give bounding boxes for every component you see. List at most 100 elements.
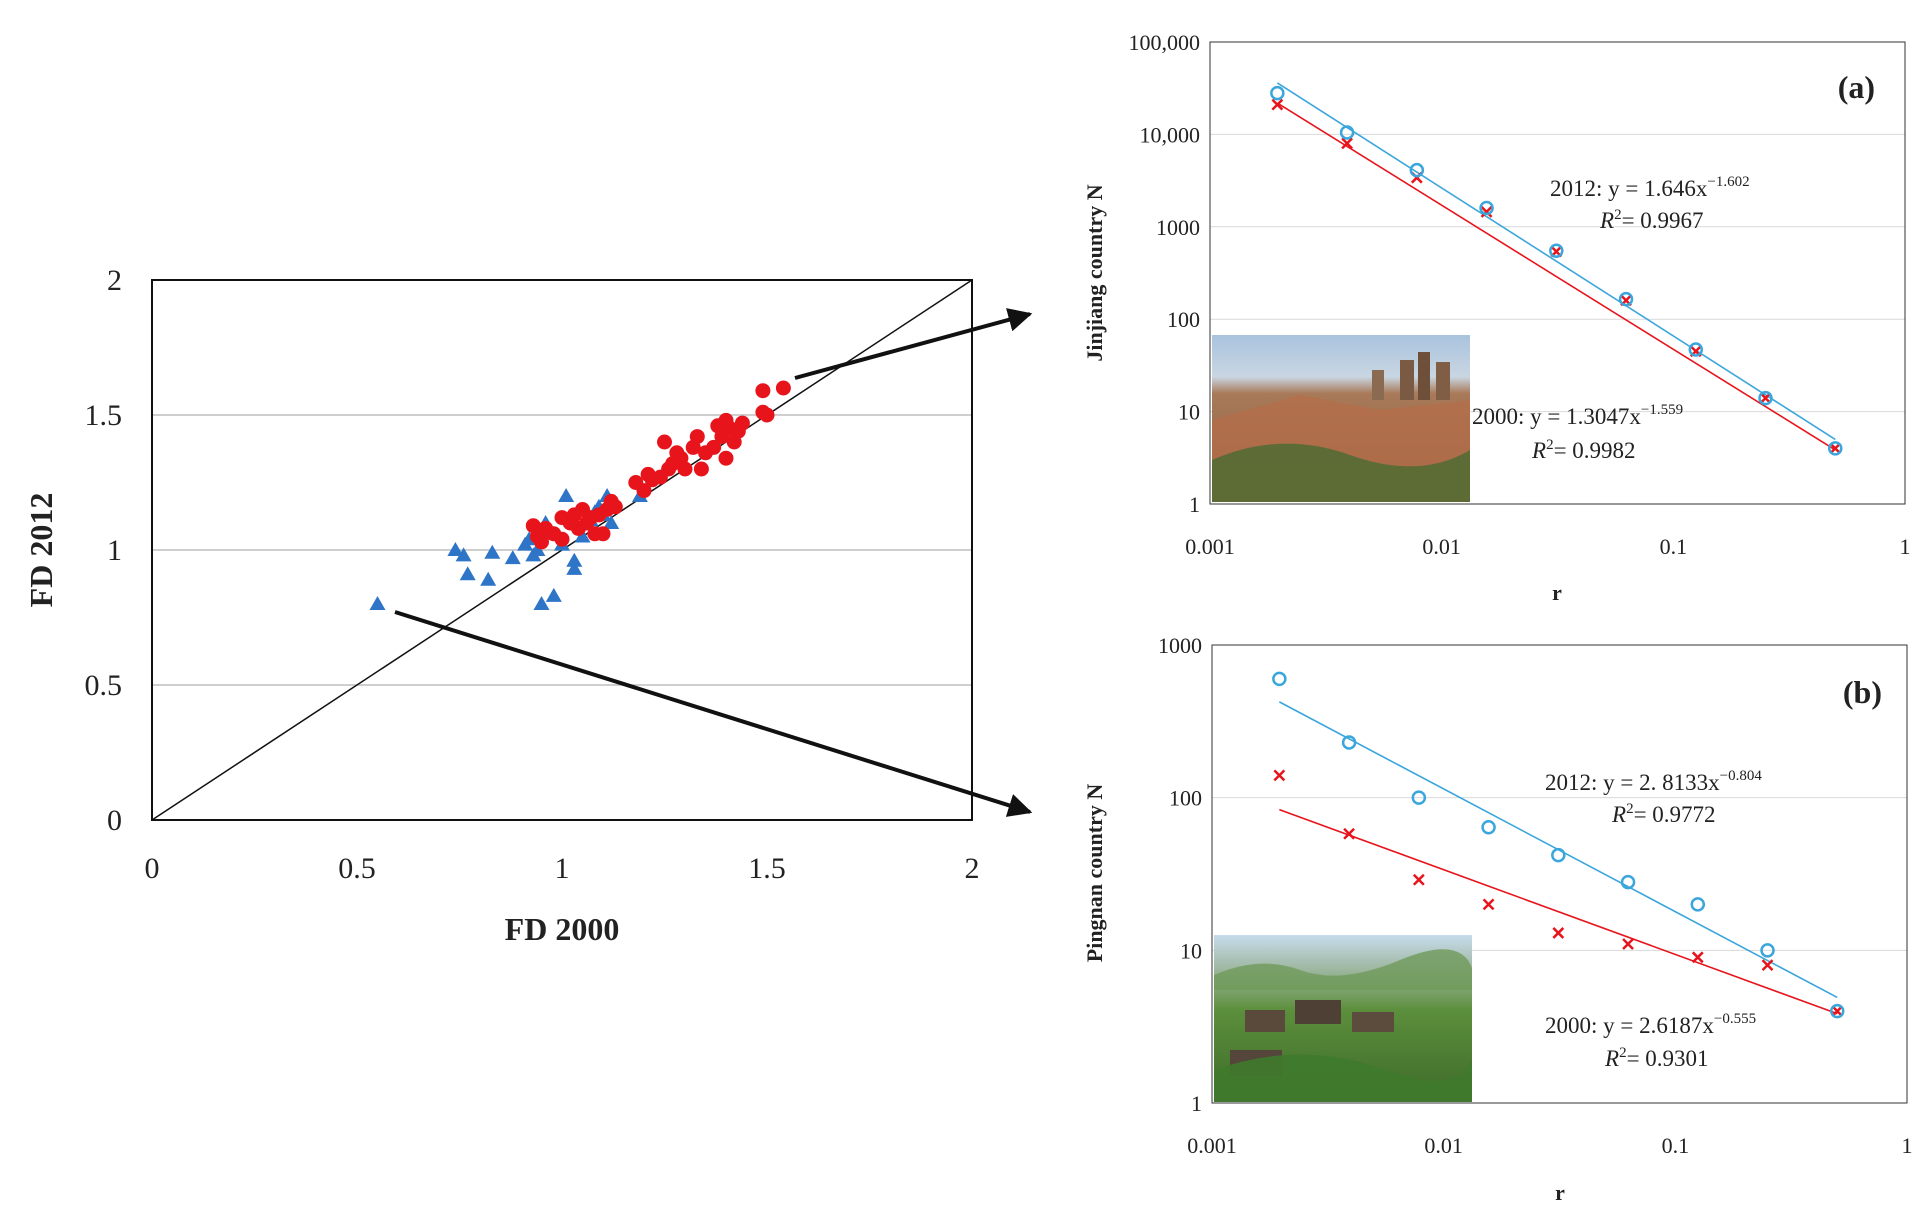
panel-b-cross-point (1412, 873, 1425, 886)
panel-a-x-tick-label: 0.01 (1422, 534, 1461, 559)
panel-a-fit-line-2000 (1276, 102, 1836, 451)
panel-a-y-tick-label: 100 (1167, 307, 1200, 332)
panel-b-cross-point (1273, 769, 1286, 782)
panel-a-y-axis-label: Jinjiang country N (1082, 184, 1107, 361)
main-x-axis-label: FD 2000 (505, 911, 620, 947)
main-y-tick-label: 0.5 (85, 669, 123, 702)
main-x-tick-label: 0 (145, 852, 160, 885)
blue-triangle-point (484, 544, 501, 559)
main-x-tick-label: 2 (965, 852, 980, 885)
panel-b-cross-point (1343, 827, 1355, 840)
panel-b-x-tick-label: 1 (1902, 1133, 1913, 1158)
panel-b-x-tick-label: 0.1 (1662, 1133, 1690, 1158)
panel-a-r2-2012: R2= 0.9967 (1599, 207, 1704, 233)
red-circle-point (693, 461, 709, 477)
red-circle-point (636, 483, 652, 499)
panel-b-r2-2000: R2= 0.9301 (1604, 1045, 1709, 1071)
red-circle-point (718, 450, 734, 466)
main-data-points (369, 380, 791, 610)
panel-b-y-axis-label: Pingnan country N (1082, 784, 1107, 963)
main-scatter-chart: 0 0.5 1 1.5 2 0 0.5 1 1.5 2 FD 2000 FD 2012 (23, 264, 980, 947)
panel-a-data-points (1270, 85, 1843, 456)
main-x-tick-label: 1 (555, 852, 570, 885)
panel-b-label: (b) (1843, 674, 1882, 710)
blue-triangle-point (529, 542, 546, 556)
jinjiang-photo (1212, 335, 1470, 502)
panel-a-eq-2012: 2012: y = 1.646x−1.602 (1550, 174, 1750, 201)
main-tick-labels: 0 0.5 1 1.5 2 0 0.5 1 1.5 2 (85, 264, 980, 885)
panel-b-circle-point (1760, 943, 1775, 958)
panel-a-gridlines (1210, 133, 1905, 413)
panel-a-cross-point (1271, 98, 1284, 111)
panel-a-fit-lines (1276, 82, 1836, 451)
blue-triangle-point (369, 596, 386, 610)
main-y-tick-label: 1 (107, 534, 122, 567)
main-x-tick-label: 1.5 (748, 852, 786, 885)
main-plot-frame (151, 279, 973, 821)
panel-b-plot-frame (1211, 644, 1908, 1104)
panel-a-circle-point (1549, 243, 1564, 259)
panel-b-circle-point (1690, 897, 1706, 912)
panel-a-cross-point (1829, 442, 1842, 455)
panel-a-y-tick-label: 100,000 (1129, 30, 1201, 55)
panel-a-y-tick-label: 1000 (1156, 215, 1200, 240)
red-circle-point (677, 461, 693, 477)
panel-b-circle-point (1830, 1003, 1845, 1019)
panel-a-x-tick-label: 0.001 (1185, 534, 1235, 559)
panel-a-eq-2000: 2000: y = 1.3047x−1.559 (1472, 402, 1683, 429)
red-circle-point (689, 429, 705, 445)
red-circle-point (734, 415, 750, 431)
panel-b-cross-point (1622, 938, 1634, 950)
panel-a-chart: 1 10 100 1000 10,000 100,000 0.001 0.01 0.1 1 (a)… (1082, 30, 1911, 605)
panel-b-x-axis-label: r (1555, 1180, 1565, 1205)
panel-a-circle-point (1409, 162, 1425, 178)
panel-a-y-tick-label: 1 (1189, 492, 1200, 517)
panel-a-circle-point (1479, 200, 1494, 216)
panel-b-cross-point (1482, 898, 1495, 911)
panel-b-fit-line-2000 (1279, 808, 1838, 1015)
blue-triangle-point (566, 552, 583, 567)
panel-a-circle-point (1688, 342, 1704, 357)
panel-a-x-tick-label: 1 (1900, 534, 1911, 559)
panel-a-cross-point (1341, 137, 1353, 150)
panel-b-data-points (1272, 671, 1845, 1019)
panel-b-cross-point (1691, 951, 1704, 964)
arrow-to-panel-a (794, 308, 1033, 380)
red-circle-point (595, 526, 611, 542)
blue-triangle-point (504, 550, 521, 565)
panel-b-r2-2012: R2= 0.9772 (1611, 801, 1716, 827)
blue-triangle-point (459, 566, 476, 581)
panel-b-circle-point (1551, 847, 1566, 863)
panel-b-eq-2012: 2012: y = 2. 8133x−0.804 (1545, 768, 1762, 795)
panel-b-x-tick-label: 0.001 (1187, 1133, 1237, 1158)
panel-b-circle-point (1620, 874, 1636, 890)
pingnan-photo (1214, 935, 1472, 1102)
blue-triangle-point (566, 560, 583, 575)
main-y-tick-label: 2 (107, 264, 122, 297)
panel-b-circle-point (1272, 671, 1287, 687)
panel-a-fit-line-2012 (1276, 82, 1836, 441)
panel-b-eq-2000: 2000: y = 2.6187x−0.555 (1545, 1011, 1756, 1038)
blue-triangle-point (603, 515, 620, 529)
main-y-axis-label: FD 2012 (23, 493, 59, 608)
panel-a-cross-point (1480, 206, 1493, 218)
panel-a-plot-frame (1209, 41, 1906, 505)
panel-b-cross-point (1552, 927, 1565, 939)
red-circle-point (775, 380, 791, 396)
panel-b-circle-point (1411, 790, 1427, 805)
panel-a-circle-point (1270, 85, 1285, 101)
red-circle-point (534, 534, 549, 550)
blue-triangle-point (455, 547, 472, 562)
panel-a-circle-point (1828, 441, 1843, 456)
blue-triangle-point (480, 571, 497, 586)
panel-a-r2-2000: R2= 0.9982 (1531, 437, 1636, 463)
panel-b-y-tick-label: 1000 (1158, 633, 1202, 658)
panel-a-circle-point (1339, 125, 1355, 140)
main-y-tick-label: 1.5 (85, 399, 123, 432)
panel-b-circle-point (1481, 820, 1496, 835)
blue-triangle-point (558, 488, 575, 502)
panel-b-chart: 1 10 100 1000 0.001 0.01 0.1 1 (b) 2012: y = 2.… (1082, 633, 1913, 1205)
red-circle-point (706, 439, 722, 455)
panel-b-circle-point (1341, 735, 1357, 750)
